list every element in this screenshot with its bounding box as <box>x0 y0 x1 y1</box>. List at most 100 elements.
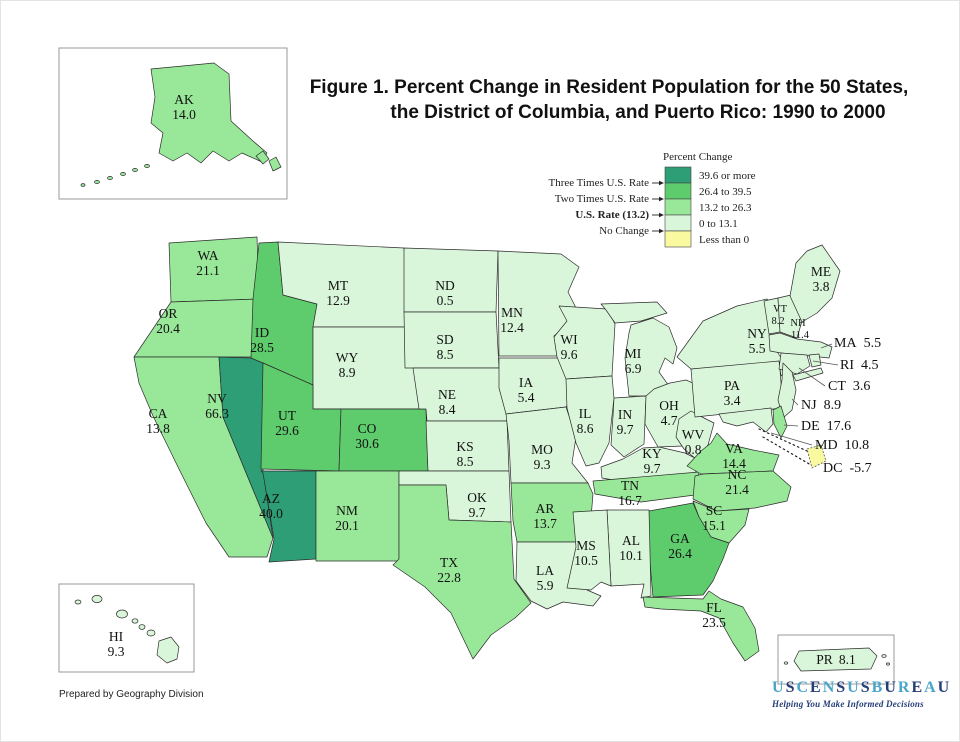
callout-dc: DC -5.7 <box>823 461 872 476</box>
state-nc <box>692 470 792 512</box>
figure-title-line1: Figure 1. Percent Change in Resident Pop… <box>310 77 909 98</box>
value-wi: 9.6 <box>561 347 578 362</box>
credit-text: Prepared by Geography Division <box>59 689 204 700</box>
label-az: AZ <box>262 491 280 506</box>
state-dc-callout-shape <box>806 444 827 469</box>
label-id: ID <box>255 325 269 340</box>
legend-marker-arrow-3 <box>659 212 664 218</box>
state-ne <box>412 367 510 422</box>
hawaii-inset-box <box>58 583 195 673</box>
state-nj <box>777 362 797 419</box>
label-mo: MO <box>531 442 553 457</box>
label-ks: KS <box>456 439 473 454</box>
hawaii-inset: HI 9.3 <box>58 583 195 673</box>
ak-aleutian-3 <box>120 172 126 176</box>
hawaii-shapes <box>74 595 180 664</box>
ak-panhandle-island-1 <box>255 150 270 165</box>
value-ak: 14.0 <box>172 107 196 122</box>
puerto-rico-inset-box <box>777 634 895 685</box>
legend-marker-label-4: No Change <box>599 225 649 237</box>
value-nv: 66.3 <box>205 406 229 421</box>
legend-category-2: 26.4 to 39.5 <box>699 186 752 198</box>
legend-swatch-1 <box>664 166 692 184</box>
label-in: IN <box>618 407 632 422</box>
label-ia: IA <box>519 375 533 390</box>
callout-nj: NJ 8.9 <box>801 398 841 413</box>
ri-pointer-line <box>812 360 839 366</box>
pr-islet-1 <box>783 661 789 665</box>
legend-category-5: Less than 0 <box>699 234 750 246</box>
value-ms: 10.5 <box>574 553 598 568</box>
label-oh: OH <box>659 398 679 413</box>
state-pr <box>793 647 878 672</box>
label-nd: ND <box>435 278 455 293</box>
state-me <box>789 244 841 323</box>
dc-leader-line-bottom <box>762 436 812 466</box>
state-co <box>338 408 429 472</box>
ma-pointer-line <box>820 343 833 349</box>
label-sd: SD <box>436 332 454 347</box>
nj-pointer-line <box>791 398 799 406</box>
label-al: AL <box>622 533 640 548</box>
legend-title: Percent Change <box>663 151 732 163</box>
ak-aleutian-6 <box>80 183 86 187</box>
value-mo: 9.3 <box>534 457 551 472</box>
value-ca: 13.8 <box>146 421 170 436</box>
state-ga <box>648 502 730 598</box>
label-ak: AK <box>174 92 194 107</box>
label-or: OR <box>159 306 178 321</box>
ak-panhandle-island-2 <box>268 156 282 172</box>
ak-aleutian-5 <box>94 180 100 184</box>
legend-marker-label-3: U.S. Rate (13.2) <box>575 209 649 221</box>
label-tx: TX <box>440 555 458 570</box>
label-wy: WY <box>336 350 359 365</box>
value-tx: 22.8 <box>437 570 461 585</box>
label-ky: KY <box>642 446 662 461</box>
label-nv: NV <box>207 391 227 406</box>
legend-swatch-4 <box>664 214 692 232</box>
dc-leader-line-top <box>758 428 808 452</box>
label-pa: PA <box>724 378 740 393</box>
state-nh <box>777 294 803 339</box>
label-mt: MT <box>328 278 349 293</box>
label-ny: NY <box>747 326 767 341</box>
puerto-rico-inset: PR 8.1 <box>777 634 895 685</box>
value-ut: 29.6 <box>275 423 299 438</box>
alaska-inset: AK 14.0 <box>58 47 288 200</box>
callout-ma: MA 5.5 <box>834 336 881 351</box>
legend: Percent Change 39.6 or more 26.4 to 39.5… <box>548 151 756 248</box>
value-wv: 0.8 <box>685 442 702 457</box>
ak-aleutian-4 <box>107 176 113 180</box>
legend-swatch-3 <box>664 198 692 216</box>
legend-marker-arrow-4 <box>659 228 664 234</box>
value-fl: 23.5 <box>702 615 726 630</box>
value-nd: 0.5 <box>437 293 454 308</box>
value-vt: 8.2 <box>771 316 784 327</box>
value-ks: 8.5 <box>457 454 474 469</box>
ak-aleutian-1 <box>144 164 150 168</box>
value-id: 28.5 <box>250 340 274 355</box>
label-nh: NH <box>790 318 806 329</box>
value-co: 30.6 <box>355 436 379 451</box>
value-ne: 8.4 <box>439 402 456 417</box>
label-ga: GA <box>670 531 690 546</box>
state-ak <box>150 62 268 164</box>
ak-aleutian-2 <box>132 168 138 172</box>
value-ga: 26.4 <box>668 546 692 561</box>
state-mi-upper-peninsula <box>600 301 668 324</box>
state-md <box>718 407 774 433</box>
callout-ct: CT 3.6 <box>828 379 870 394</box>
value-nc: 21.4 <box>725 482 749 497</box>
value-hi: 9.3 <box>108 644 125 659</box>
value-me: 3.8 <box>813 279 830 294</box>
label-ut: UT <box>278 408 297 423</box>
label-nc: NC <box>728 467 747 482</box>
state-ms <box>566 509 612 591</box>
value-nh: 11.4 <box>791 330 810 341</box>
value-oh: 4.7 <box>661 413 678 428</box>
state-ma <box>768 332 833 359</box>
pr-islet-3 <box>886 662 890 666</box>
label-me: ME <box>811 264 831 279</box>
state-or <box>133 298 260 358</box>
